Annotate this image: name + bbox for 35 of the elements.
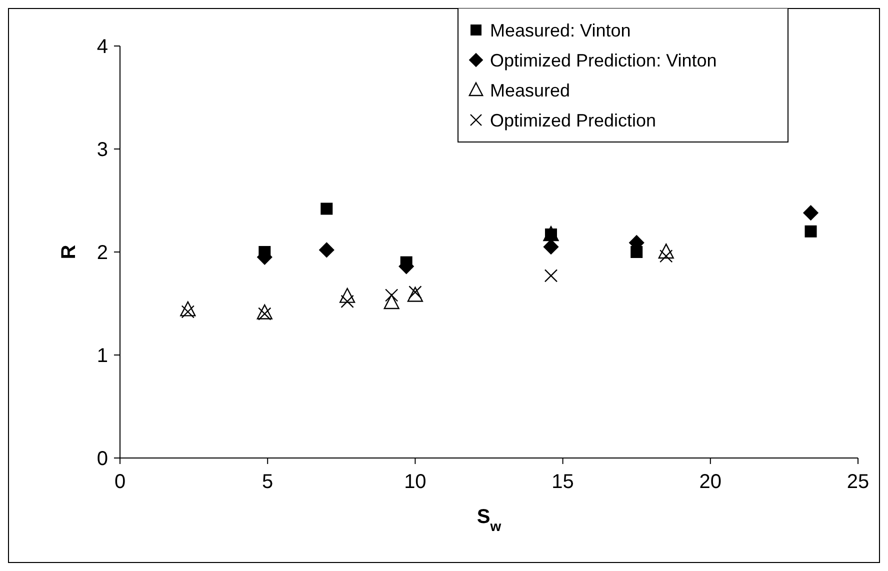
point [408,286,422,299]
x-axis-title: S$_{w}$ [476,506,502,534]
point [320,202,333,215]
x-tick-label: 0 [114,471,126,493]
y-tick-label: 3 [96,139,108,161]
legend-label: Optimized Prediction [490,110,656,130]
point [384,294,400,310]
point [802,205,819,221]
point [384,288,398,302]
x-tick-label: 10 [404,471,426,493]
x-tick-label: 15 [552,471,574,493]
y-tick-label: 0 [96,448,108,470]
point [658,244,674,259]
point [180,301,196,316]
legend-label: Optimized Prediction: Vinton [490,50,717,70]
y-tick-label: 4 [96,36,108,58]
legend-label: Measured [490,80,570,100]
x-tick-label: 25 [846,471,870,493]
point [804,225,817,238]
point [407,286,423,302]
point [340,288,356,303]
point [256,304,272,320]
x-tick-label: 20 [699,471,722,493]
point [181,305,194,318]
point [340,294,354,308]
point [318,242,334,258]
legend-label: Measured: Vinton [490,20,631,40]
point [544,269,558,282]
point [660,250,673,263]
y-axis-title: R [58,244,80,260]
x-tick-label: 5 [262,471,274,493]
y-tick-label: 1 [96,345,108,367]
point [543,239,559,255]
y-tick-label: 2 [96,242,108,264]
point [258,307,272,320]
